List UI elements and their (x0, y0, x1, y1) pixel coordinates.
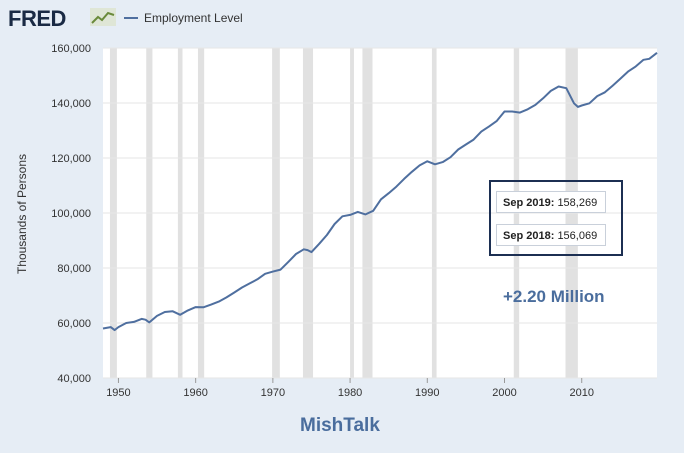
x-tick-labels: 1950 1960 1970 1980 1990 2000 2010 (106, 378, 594, 399)
series-line-employment-level[interactable] (102, 52, 658, 332)
y-tick-label: 80,000 (57, 263, 91, 275)
chart-trend-icon (90, 8, 116, 26)
series-layer (102, 52, 658, 332)
x-tick-label: 1950 (106, 387, 130, 399)
tooltip-value: 158,269 (557, 197, 598, 209)
x-tick-label: 1960 (183, 387, 207, 399)
tooltip-date: Sep 2018: (503, 230, 555, 242)
x-tick-label: 2000 (492, 387, 516, 399)
x-tick-label: 1980 (338, 387, 362, 399)
y-tick-label: 60,000 (57, 318, 91, 330)
change-annotation: +2.20 Million (503, 287, 605, 306)
legend-label: Employment Level (144, 11, 243, 25)
y-tick-label: 100,000 (51, 208, 91, 220)
tooltip-date: Sep 2019: (503, 197, 555, 209)
x-tick-label: 1970 (261, 387, 285, 399)
source-credit: MishTalk (300, 415, 380, 436)
tooltip-highlight-box (489, 180, 623, 256)
y-tick-label: 40,000 (57, 373, 91, 385)
x-tick-label: 1990 (415, 387, 439, 399)
chart-legend[interactable]: Employment Level (124, 11, 243, 25)
fred-logo[interactable]: FRED (8, 6, 66, 31)
x-tick-label: 2010 (569, 387, 593, 399)
legend-swatch (124, 17, 138, 19)
tooltip-value: 156,069 (557, 230, 598, 242)
y-tick-labels: 40,000 60,000 80,000 100,000 120,000 140,000 1… (51, 43, 91, 385)
y-axis-label: Thousands of Persons (15, 153, 29, 275)
y-tick-label: 140,000 (51, 98, 91, 110)
tooltip-sep-2019: Sep 2019: 158,269 (496, 191, 606, 213)
y-tick-label: 160,000 (51, 43, 91, 55)
tooltip-sep-2018: Sep 2018: 156,069 (496, 224, 606, 246)
y-tick-label: 120,000 (51, 153, 91, 165)
